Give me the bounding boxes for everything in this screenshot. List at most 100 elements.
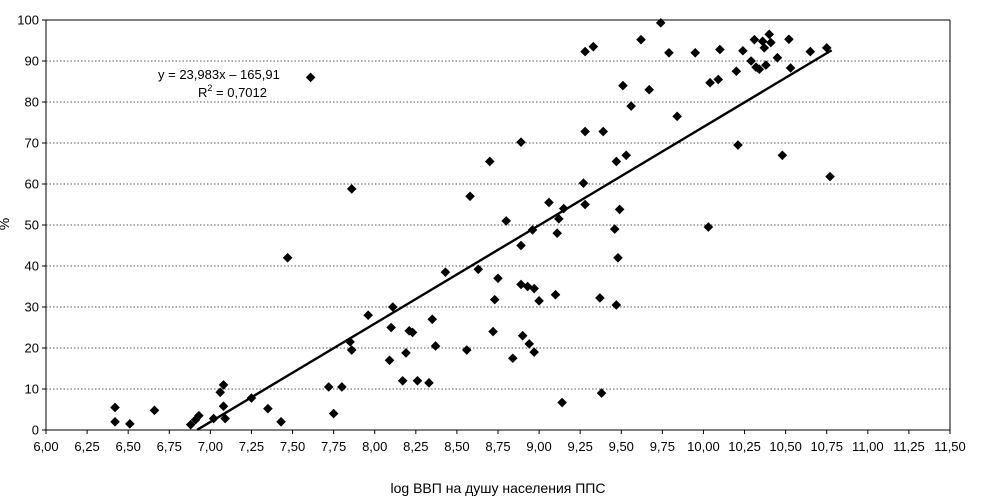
data-point [529, 283, 539, 294]
data-point [488, 326, 498, 337]
data-point [733, 140, 743, 150]
data-point [208, 413, 219, 424]
data-point [785, 63, 796, 73]
data-point [703, 222, 714, 232]
y-tick-label: 50 [25, 218, 39, 233]
data-point [404, 325, 415, 336]
data-point [764, 29, 774, 40]
data-point [805, 46, 816, 57]
data-point [746, 56, 756, 66]
x-tick-label: 9,75 [650, 439, 675, 454]
data-point [524, 339, 535, 349]
data-point [825, 171, 835, 182]
data-point [544, 197, 554, 208]
data-point [276, 417, 286, 427]
data-point [611, 300, 622, 310]
data-point [580, 126, 590, 137]
x-tick-label: 6,50 [116, 439, 141, 454]
y-tick-label: 40 [25, 259, 39, 274]
y-axis-title: % [0, 218, 12, 230]
data-point [346, 345, 357, 355]
y-tick-label: 90 [25, 54, 39, 69]
x-tick-label: 9,25 [568, 439, 593, 454]
x-tick-label: 6,00 [33, 439, 58, 454]
data-point [754, 64, 765, 74]
data-point [738, 45, 748, 56]
data-point [636, 34, 646, 45]
data-point [749, 34, 760, 45]
y-tick-label: 100 [17, 13, 39, 28]
r-squared-r: R [198, 85, 207, 100]
data-point [644, 84, 655, 95]
data-point [305, 72, 316, 83]
data-point [672, 111, 682, 122]
data-point [588, 41, 599, 52]
data-point [185, 419, 196, 430]
data-point [598, 126, 608, 137]
data-point [580, 46, 590, 57]
data-point [125, 419, 135, 429]
data-point [493, 273, 503, 284]
data-point [596, 388, 607, 398]
data-point [578, 178, 589, 188]
data-point [552, 228, 562, 238]
r-squared-label: R2 = 0,7012 [198, 83, 267, 100]
x-tick-label: 8,25 [403, 439, 428, 454]
r-squared-sup: 2 [207, 83, 212, 93]
x-tick-label: 10,00 [687, 439, 720, 454]
r-squared-value: = 0,7012 [212, 85, 267, 100]
y-tick-labels: 0 10 20 30 40 50 60 70 80 90 100 [17, 13, 39, 438]
data-point [501, 216, 512, 226]
data-point [424, 378, 434, 388]
data-point [507, 353, 518, 364]
x-tick-label: 9,50 [609, 439, 634, 454]
data-point [757, 36, 768, 47]
data-point [412, 376, 423, 386]
data-point [705, 77, 715, 88]
x-tick-label: 10,75 [810, 439, 843, 454]
x-tick-labels: 6,00 6,25 6,50 6,75 7,00 7,25 7,50 7,75 8,00 8,25… [33, 439, 965, 454]
data-point [554, 214, 564, 224]
data-point [611, 156, 622, 167]
data-point [517, 330, 528, 341]
trendline-equation: y = 23,983x – 165,91 [158, 67, 280, 82]
data-point [388, 302, 398, 312]
data-point [761, 60, 771, 70]
data-point [110, 417, 120, 427]
data-point [440, 267, 451, 277]
data-point [323, 382, 334, 392]
data-point [595, 293, 605, 303]
data-point [218, 380, 229, 390]
x-tick-label: 10,25 [728, 439, 761, 454]
x-tick-label: 7,00 [198, 439, 223, 454]
data-point [516, 240, 526, 251]
data-point [613, 253, 623, 263]
data-point [401, 348, 411, 358]
data-point [614, 204, 625, 215]
data-point [522, 281, 533, 292]
data-point [766, 37, 776, 48]
data-point [621, 150, 632, 161]
data-point [557, 397, 567, 408]
data-point [384, 355, 395, 366]
data-point [690, 48, 701, 58]
x-tick-label: 11,00 [852, 439, 884, 454]
data-point [220, 413, 230, 424]
y-tick-label: 70 [25, 136, 39, 151]
x-tick-label: 11,50 [934, 439, 966, 454]
x-tick-label: 10,50 [769, 439, 802, 454]
y-tick-label: 80 [25, 95, 39, 110]
x-tick-label: 8,50 [444, 439, 469, 454]
data-point [386, 322, 396, 333]
data-point [218, 401, 229, 412]
y-tick-label: 30 [25, 300, 39, 315]
data-point [713, 74, 724, 85]
data-point [427, 314, 438, 325]
data-point [346, 184, 357, 194]
data-point [580, 199, 590, 210]
x-tick-label: 8,75 [485, 439, 510, 454]
data-point [190, 414, 201, 425]
data-points [110, 18, 835, 430]
data-point [484, 156, 495, 167]
